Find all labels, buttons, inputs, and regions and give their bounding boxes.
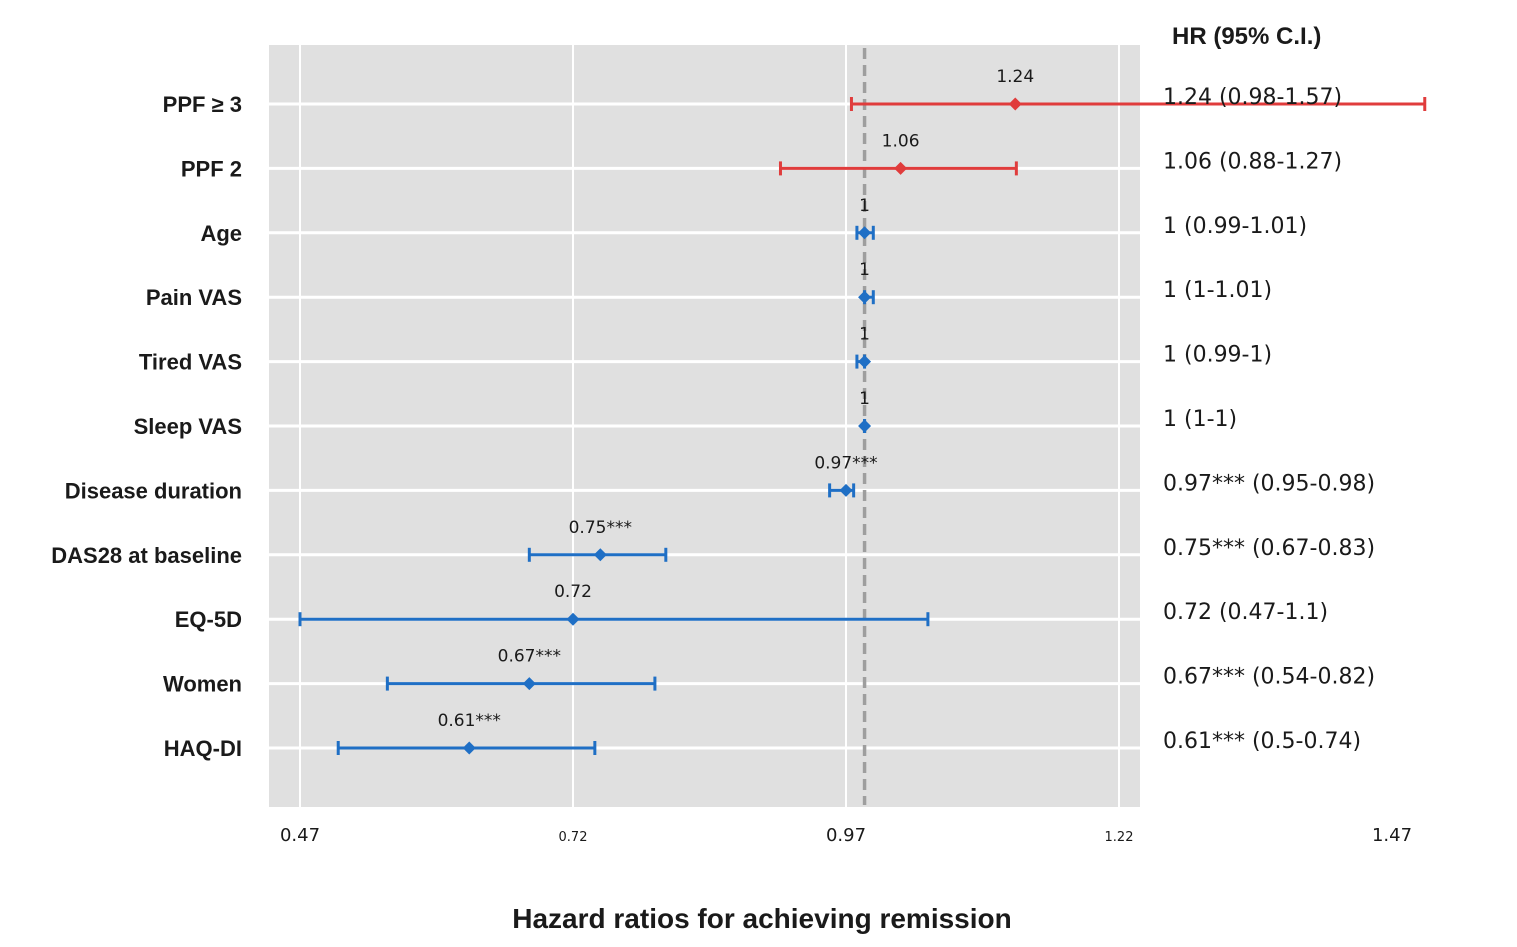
point-marker bbox=[839, 483, 853, 497]
point-marker bbox=[462, 741, 476, 755]
hr-value: 0.72 (0.47-1.1) bbox=[1163, 600, 1328, 625]
interval-7 bbox=[527, 547, 668, 562]
point-marker bbox=[894, 161, 908, 175]
point-label: 0.72 bbox=[554, 582, 592, 602]
x-tick-label: 1.22 bbox=[1105, 830, 1134, 845]
point-label: 1 bbox=[859, 260, 870, 280]
interval-6 bbox=[828, 483, 856, 498]
interval-3 bbox=[858, 290, 875, 305]
x-tick-label: 0.72 bbox=[559, 830, 588, 845]
row-labels: PPF ≥ 3 PPF 2 Age Pain VAS Tired VAS Sleep VA… bbox=[51, 92, 242, 761]
row-label: Pain VAS bbox=[146, 285, 242, 310]
hr-value: 1.24 (0.98-1.57) bbox=[1163, 85, 1342, 110]
point-marker bbox=[522, 677, 536, 691]
x-axis-label: Hazard ratios for achieving remission bbox=[512, 903, 1012, 934]
hr-value: 1 (0.99-1.01) bbox=[1163, 214, 1307, 239]
interval-8 bbox=[298, 612, 930, 627]
hr-column-header: HR (95% C.I.) bbox=[1172, 23, 1321, 50]
row-label: PPF 2 bbox=[181, 156, 242, 181]
row-label: Disease duration bbox=[65, 478, 242, 503]
point-marker bbox=[858, 226, 872, 240]
row-label: HAQ-DI bbox=[164, 736, 242, 761]
point-label: 0.97*** bbox=[814, 453, 877, 473]
point-marker bbox=[858, 290, 872, 304]
point-label: 0.61*** bbox=[438, 711, 501, 731]
point-marker bbox=[858, 419, 872, 433]
row-label: DAS28 at baseline bbox=[51, 543, 242, 568]
x-tick-label: 1.47 bbox=[1372, 825, 1412, 846]
point-label: 0.75*** bbox=[569, 518, 632, 538]
hr-value: 1.06 (0.88-1.27) bbox=[1163, 149, 1342, 174]
point-marker bbox=[593, 548, 607, 562]
confidence-intervals bbox=[298, 97, 1427, 755]
interval-1 bbox=[778, 161, 1018, 176]
x-tick-label: 0.97 bbox=[826, 825, 866, 846]
point-label: 1 bbox=[859, 196, 870, 216]
hr-value: 1 (0.99-1) bbox=[1163, 343, 1272, 368]
point-marker bbox=[858, 355, 872, 369]
point-labels: 1.24 1.06 1 1 1 1 0.97*** 0.75*** 0.72 0.67*** 0.6… bbox=[438, 67, 1035, 731]
row-label: Age bbox=[200, 221, 242, 246]
interval-5 bbox=[858, 419, 872, 433]
row-label: Tired VAS bbox=[139, 350, 242, 375]
hr-value: 0.75*** (0.67-0.83) bbox=[1163, 536, 1375, 561]
row-label: EQ-5D bbox=[175, 607, 242, 632]
row-label: Women bbox=[163, 672, 242, 697]
point-label: 1.24 bbox=[996, 67, 1034, 87]
hr-value: 1 (1-1) bbox=[1163, 407, 1237, 432]
hr-column: 1.24 (0.98-1.57) 1.06 (0.88-1.27) 1 (0.99-… bbox=[1163, 85, 1375, 754]
x-axis-ticks: 0.47 0.72 0.97 1.22 1.47 bbox=[280, 825, 1412, 846]
point-marker bbox=[1008, 97, 1022, 111]
point-marker bbox=[566, 612, 580, 626]
x-tick-label: 0.47 bbox=[280, 825, 320, 846]
row-label: Sleep VAS bbox=[134, 414, 242, 439]
interval-9 bbox=[385, 676, 657, 691]
point-label: 1.06 bbox=[882, 131, 920, 151]
point-label: 1 bbox=[859, 325, 870, 345]
point-label: 1 bbox=[859, 389, 870, 409]
interval-2 bbox=[855, 225, 875, 240]
interval-4 bbox=[855, 354, 872, 369]
row-label: PPF ≥ 3 bbox=[163, 92, 242, 117]
interval-10 bbox=[336, 741, 597, 755]
hr-value: 1 (1-1.01) bbox=[1163, 278, 1272, 303]
hr-value: 0.97*** (0.95-0.98) bbox=[1163, 471, 1375, 496]
hr-value: 0.67*** (0.54-0.82) bbox=[1163, 665, 1375, 690]
point-label: 0.67*** bbox=[498, 647, 561, 667]
hr-value: 0.61*** (0.5-0.74) bbox=[1163, 729, 1361, 754]
interval-0 bbox=[849, 97, 1427, 111]
